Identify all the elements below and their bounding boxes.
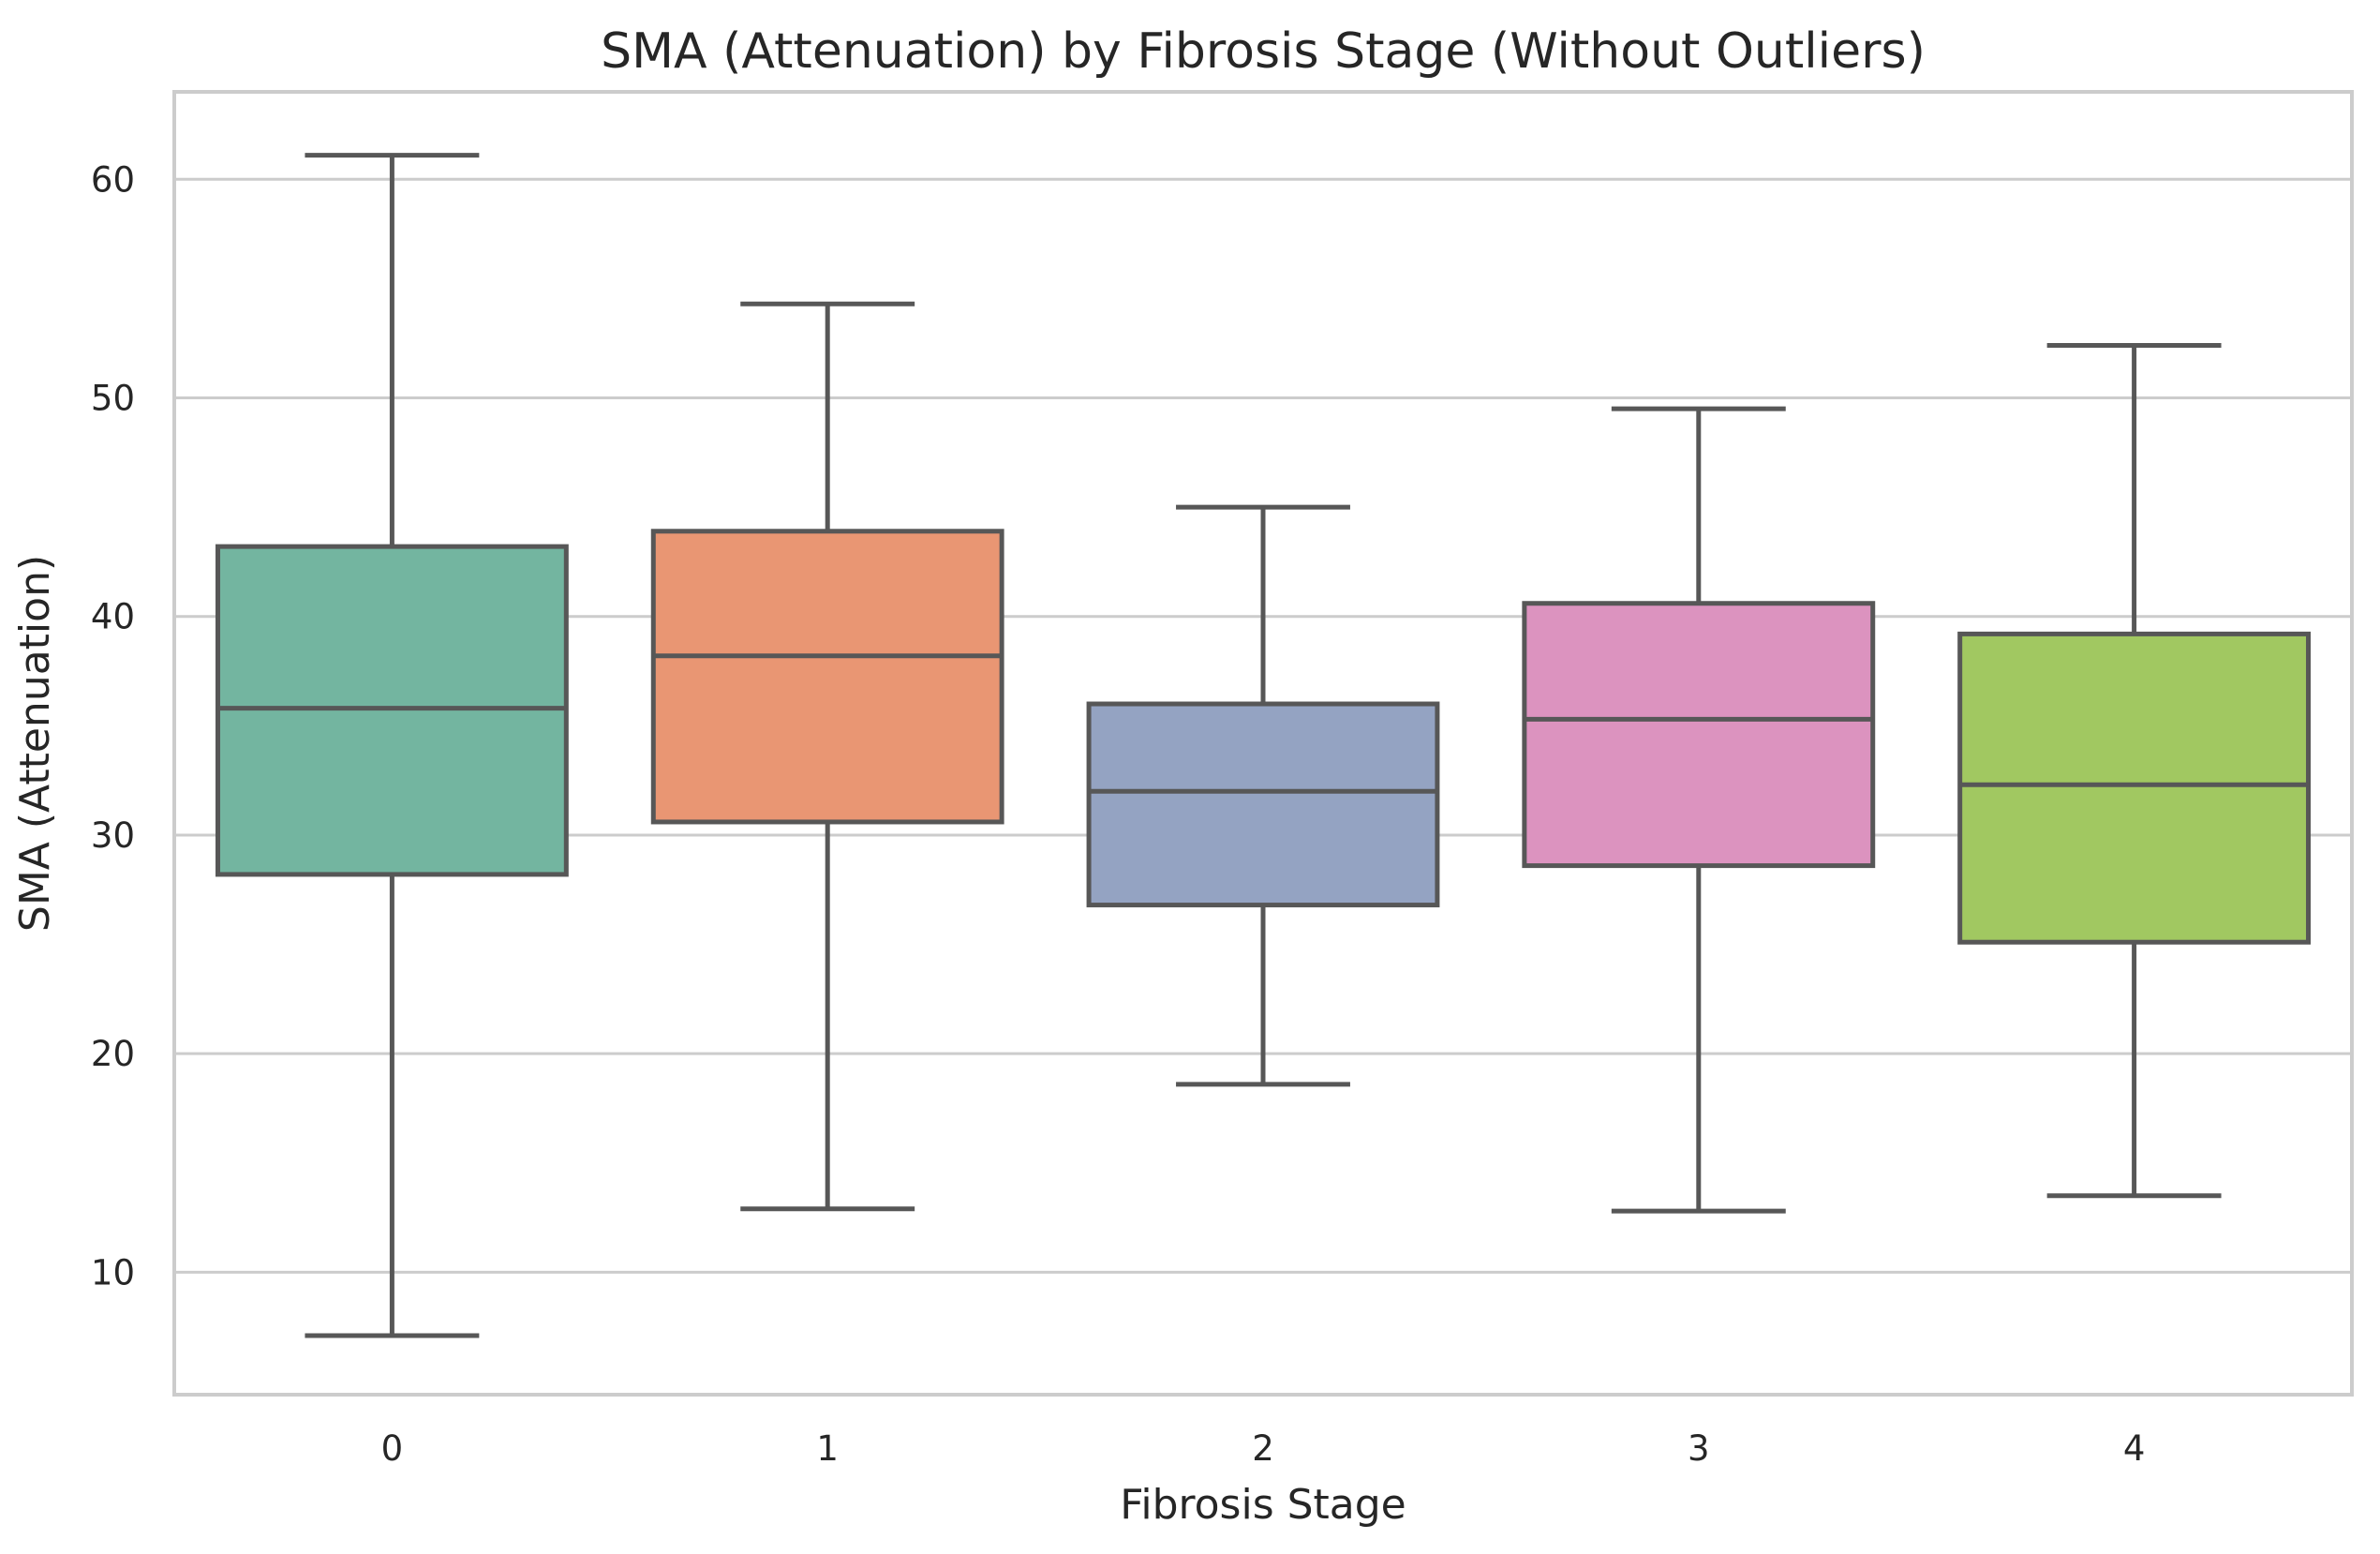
x-tick-0: 0: [381, 1428, 404, 1469]
x-tick-2: 2: [1252, 1428, 1274, 1469]
x-tick-3: 3: [1688, 1428, 1710, 1469]
iqr-box: [1086, 701, 1440, 908]
box-stage-2: [1086, 504, 1440, 1087]
x-axis-label: Fibrosis Stage: [1120, 1481, 1406, 1529]
x-tick-labels: 0 1 2 3 4: [381, 1428, 2146, 1469]
box-stage-3: [1522, 406, 1876, 1214]
y-tick-40: 40: [91, 597, 135, 637]
iqr-box: [1522, 601, 1876, 869]
iqr-box: [1957, 631, 2312, 945]
box-stage-4: [1957, 343, 2312, 1199]
box-stage-0: [215, 153, 569, 1338]
iqr-box: [650, 529, 1004, 825]
x-tick-1: 1: [816, 1428, 839, 1469]
x-tick-4: 4: [2123, 1428, 2146, 1469]
chart-title: SMA (Attenuation) by Fibrosis Stage (Wit…: [601, 23, 1926, 80]
plot-frame: [172, 90, 2354, 1397]
y-axis-label: SMA (Attenuation): [11, 555, 59, 932]
y-tick-60: 60: [91, 159, 135, 200]
y-tick-10: 10: [91, 1252, 135, 1293]
box-plots: [215, 153, 2312, 1338]
box-stage-1: [650, 301, 1004, 1212]
y-tick-labels: 10 20 30 40 50 60: [91, 159, 135, 1293]
y-tick-50: 50: [91, 379, 135, 419]
y-tick-30: 30: [91, 815, 135, 856]
y-tick-20: 20: [91, 1034, 135, 1074]
